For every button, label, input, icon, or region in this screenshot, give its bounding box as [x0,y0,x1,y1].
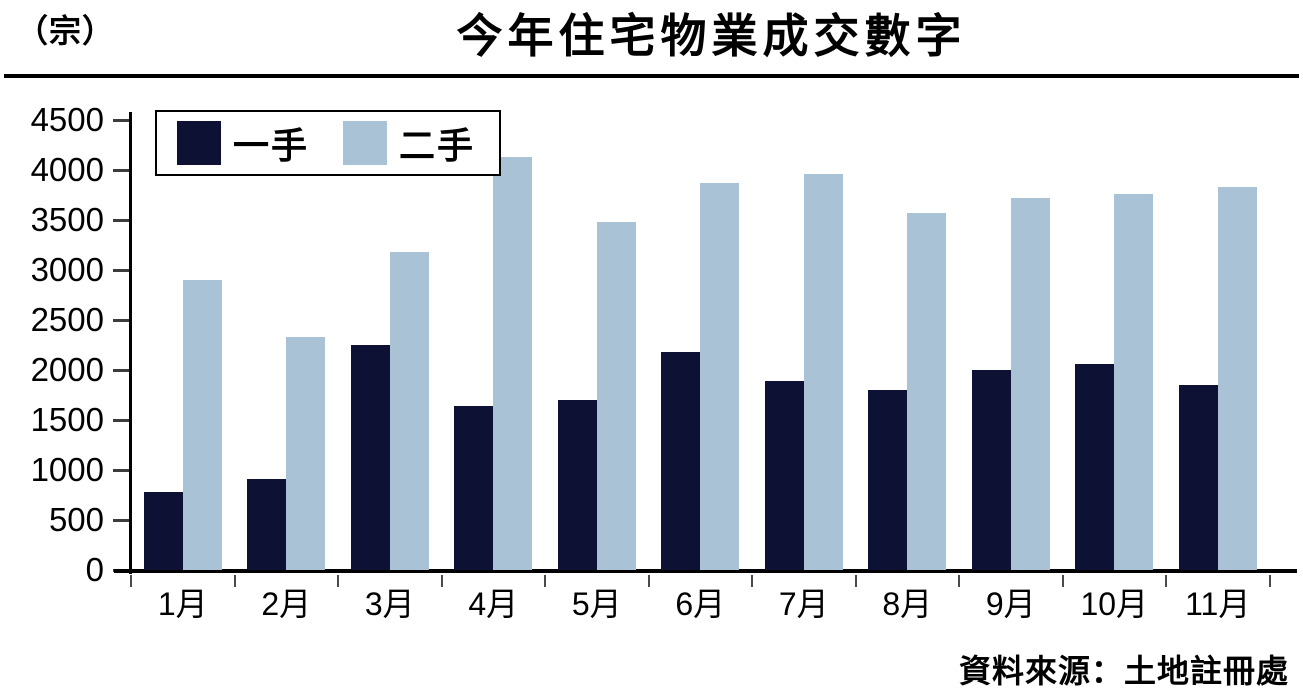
y-tick-label: 3000 [30,251,104,288]
y-tick-mark [113,118,131,122]
y-tick-mark [113,518,131,522]
bar-一手-4月 [454,406,494,570]
x-axis-line [114,569,1297,573]
x-tick-label-5月: 5月 [571,586,622,622]
x-tick-mark [1268,575,1271,587]
bar-二手-3月 [389,252,429,570]
chart-title: 今年住宅物業成交數字 [456,10,967,62]
bar-二手-8月 [907,213,947,570]
bar-二手-9月 [1010,198,1050,570]
bar-二手-2月 [286,337,326,570]
y-tick-mark [113,168,131,172]
data-source-note: 資料來源：土地註冊處 [958,653,1289,689]
y-axis-line [129,112,132,574]
x-tick-label-4月: 4月 [468,586,519,622]
x-tick-mark [337,575,339,587]
x-tick-label-11月: 11月 [1185,586,1251,622]
x-tick-label-7月: 7月 [778,586,829,622]
x-tick-mark [440,575,443,587]
x-tick-label-10月: 10月 [1080,586,1149,622]
y-tick-label: 3500 [30,201,104,238]
y-tick-label: 2500 [30,301,104,338]
bar-一手-1月 [143,492,183,570]
bar-二手-11月 [1217,187,1257,570]
x-tick-label-3月: 3月 [364,586,415,622]
bar-一手-6月 [661,352,701,570]
y-tick-mark [113,268,131,272]
x-tick-label-6月: 6月 [675,586,726,622]
x-tick-mark [1165,575,1167,587]
title-divider-line [4,74,1299,78]
x-tick-label-9月: 9月 [985,586,1036,622]
bar-二手-1月 [182,280,222,570]
y-tick-mark [113,218,131,222]
bar-一手-9月 [971,370,1011,570]
bar-二手-5月 [596,222,636,570]
y-tick-label: 500 [48,501,104,538]
bar-一手-10月 [1075,364,1115,570]
y-tick-mark [113,368,131,372]
x-tick-label-2月: 2月 [261,586,312,622]
y-tick-label: 2000 [30,351,104,388]
bar-二手-4月 [493,157,533,570]
bar-一手-5月 [557,400,597,570]
x-tick-mark [1061,575,1064,587]
y-axis-unit-label: （宗） [16,13,116,49]
x-tick-mark [958,575,960,587]
legend-label-first-hand: 一手 [233,125,310,166]
x-tick-mark [647,575,650,587]
y-tick-label: 1000 [30,451,104,488]
legend-swatch-first-hand [177,121,221,165]
x-tick-label-8月: 8月 [882,586,933,622]
x-tick-mark [751,575,753,587]
y-tick-label: 0 [85,551,104,588]
bar-一手-7月 [764,381,804,570]
x-tick-label-1月: 1月 [157,586,208,622]
x-tick-mark [130,575,132,587]
bar-二手-7月 [803,174,843,570]
bar-一手-8月 [868,390,908,570]
y-tick-mark [113,318,131,322]
legend: 一手 二手 [155,110,502,176]
bar-二手-6月 [700,183,740,570]
y-tick-label: 4500 [30,101,104,138]
y-tick-mark [113,418,131,422]
y-tick-label: 1500 [30,401,104,438]
legend-label-second-hand: 二手 [399,125,476,166]
x-tick-mark [854,575,857,587]
x-tick-mark [544,575,546,587]
bar-一手-11月 [1178,385,1218,570]
x-tick-mark [233,575,236,587]
y-tick-mark [113,468,131,472]
bar-一手-2月 [247,479,287,570]
bar-一手-3月 [350,345,390,570]
legend-swatch-second-hand [343,121,388,165]
y-tick-label: 4000 [30,151,104,188]
bar-二手-10月 [1114,194,1154,570]
